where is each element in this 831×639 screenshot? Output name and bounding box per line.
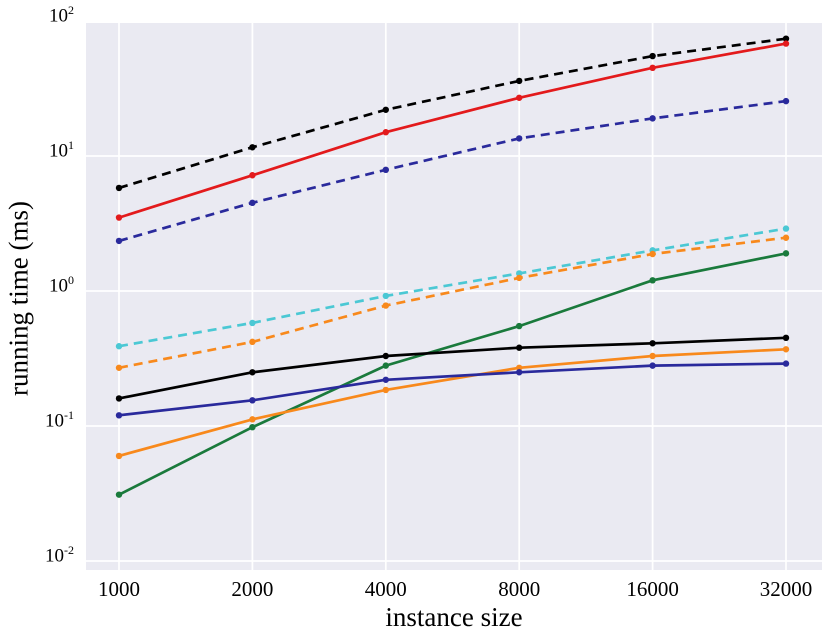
- y-tick-exponent: 2: [68, 3, 74, 17]
- y-tick-label: 10-2: [0, 543, 74, 567]
- chart-svg: [86, 23, 822, 570]
- data-point-green-solid: [516, 322, 523, 330]
- data-point-black-dashed: [782, 35, 790, 42]
- series-line-cyan-dashed: [118, 227, 787, 348]
- data-point-black-dashed: [649, 52, 656, 60]
- data-point-orange-dashed: [382, 302, 389, 309]
- y-tick-exponent: 0: [68, 273, 74, 287]
- data-point-red-solid: [382, 129, 389, 136]
- data-point-orange-solid: [649, 352, 656, 360]
- series-line-orange-solid: [118, 347, 787, 458]
- y-tick-exponent: -1: [64, 408, 74, 422]
- series-line-red-solid: [118, 42, 787, 219]
- data-point-navy-solid: [782, 360, 790, 367]
- data-point-red-solid: [115, 214, 123, 221]
- data-point-navy-solid: [649, 362, 656, 369]
- x-tick-label: 16000: [626, 577, 679, 601]
- y-tick-base: 10: [45, 545, 64, 567]
- y-axis-label: running time (ms): [3, 201, 34, 396]
- y-tick-base: 10: [49, 140, 68, 162]
- x-tick-label: 32000: [759, 577, 813, 601]
- data-point-black-solid: [516, 344, 523, 351]
- x-tick-label: 8000: [498, 577, 541, 601]
- data-point-navy-solid: [382, 376, 389, 383]
- y-tick-base: 10: [49, 5, 68, 27]
- data-point-cyan-dashed: [382, 292, 389, 300]
- data-point-navy-dashed: [516, 135, 523, 142]
- series-line-green-solid: [118, 252, 787, 496]
- y-tick-label: 102: [0, 3, 74, 27]
- data-point-red-solid: [649, 64, 656, 72]
- data-point-cyan-dashed: [782, 225, 790, 232]
- x-axis-label: instance size: [385, 602, 523, 632]
- data-point-orange-solid: [382, 386, 389, 394]
- data-point-green-solid: [115, 491, 123, 498]
- data-point-cyan-dashed: [115, 343, 123, 350]
- series-line-navy-solid: [118, 362, 787, 417]
- y-tick-label: 101: [0, 138, 74, 162]
- data-point-orange-dashed: [516, 274, 523, 282]
- data-point-green-solid: [782, 250, 790, 257]
- data-point-orange-dashed: [782, 234, 790, 241]
- y-tick-label: 10-1: [0, 408, 74, 432]
- plot-area: [86, 23, 822, 570]
- data-point-green-solid: [649, 277, 656, 284]
- data-point-orange-dashed: [649, 250, 656, 258]
- data-point-green-solid: [249, 423, 256, 431]
- data-point-orange-dashed: [249, 338, 256, 346]
- data-point-navy-solid: [516, 369, 523, 376]
- data-point-navy-dashed: [782, 97, 790, 105]
- y-tick-exponent: 1: [68, 138, 74, 152]
- data-point-navy-dashed: [249, 199, 256, 207]
- data-point-orange-solid: [782, 346, 790, 353]
- y-tick-label: 100: [0, 273, 74, 297]
- x-tick-label: 4000: [364, 577, 407, 601]
- data-point-black-solid: [782, 334, 790, 342]
- data-point-navy-dashed: [382, 166, 389, 174]
- data-point-cyan-dashed: [516, 270, 523, 277]
- data-point-orange-solid: [249, 416, 256, 423]
- data-point-green-solid: [382, 362, 389, 369]
- y-tick-exponent: -2: [64, 543, 74, 557]
- data-point-black-solid: [115, 395, 123, 402]
- data-point-cyan-dashed: [249, 319, 256, 327]
- data-point-navy-solid: [115, 412, 123, 419]
- data-point-red-solid: [516, 94, 523, 101]
- y-tick-base: 10: [49, 275, 68, 297]
- data-point-orange-solid: [516, 364, 523, 371]
- data-point-black-solid: [649, 340, 656, 347]
- data-point-black-solid: [382, 352, 389, 360]
- data-point-orange-solid: [115, 452, 123, 460]
- x-tick-label: 1000: [98, 577, 140, 601]
- series-line-black-dashed: [118, 37, 787, 190]
- data-point-orange-dashed: [115, 364, 123, 371]
- data-point-navy-dashed: [649, 115, 656, 122]
- data-point-navy-dashed: [115, 237, 123, 245]
- data-point-black-dashed: [516, 77, 523, 85]
- data-point-navy-solid: [249, 397, 256, 404]
- series-line-navy-dashed: [118, 99, 787, 243]
- data-point-red-solid: [782, 40, 790, 47]
- data-point-black-dashed: [382, 106, 389, 113]
- data-point-black-solid: [249, 369, 256, 376]
- x-tick-label: 2000: [231, 577, 274, 601]
- series-line-orange-dashed: [118, 236, 787, 370]
- data-point-red-solid: [249, 172, 256, 179]
- y-tick-base: 10: [45, 410, 64, 432]
- data-point-black-dashed: [115, 184, 123, 192]
- data-point-black-dashed: [249, 144, 256, 151]
- series-line-black-solid: [118, 336, 787, 400]
